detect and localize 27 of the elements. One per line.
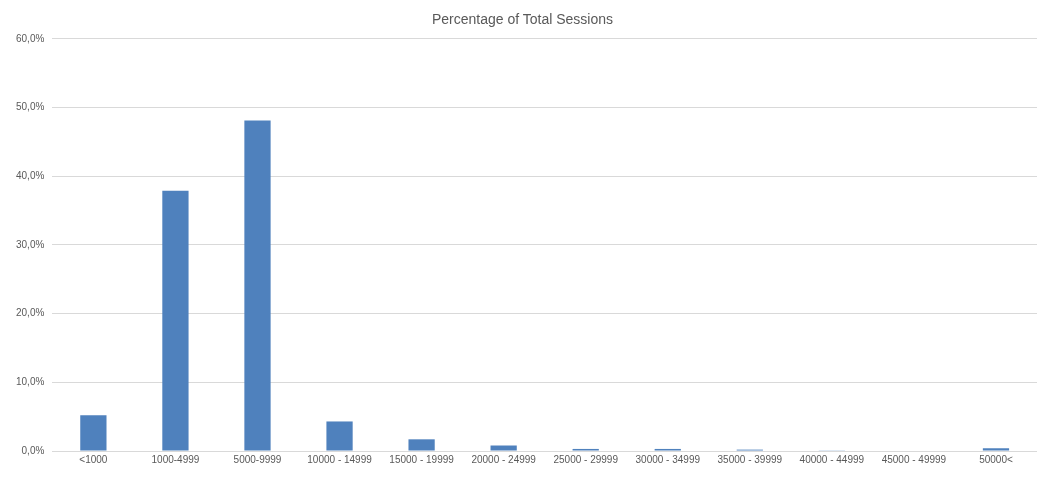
x-tick-label: 15000 - 19999	[389, 453, 455, 465]
y-tick-label: 40,0%	[16, 169, 45, 181]
y-tick-label: 20,0%	[16, 307, 45, 319]
bar	[162, 190, 189, 451]
x-tick-label: 1000-4999	[151, 453, 200, 465]
bar	[326, 421, 353, 451]
y-tick-label: 10,0%	[16, 376, 45, 388]
y-tick-label: 30,0%	[16, 238, 45, 250]
x-tick-label: 5000-9999	[233, 453, 282, 465]
x-tick-label: 30000 - 34999	[635, 453, 701, 465]
bar	[490, 445, 517, 451]
x-tick-label: <1000	[79, 453, 108, 465]
x-tick-label: 20000 - 24999	[471, 453, 537, 465]
y-tick-label: 60,0%	[16, 32, 45, 44]
bar	[408, 439, 435, 451]
bar	[982, 448, 1010, 451]
x-tick-label: 50000<	[979, 453, 1013, 465]
x-tick-label: 40000 - 44999	[799, 453, 865, 465]
x-tick-label: 25000 - 29999	[553, 453, 619, 465]
bar	[244, 120, 271, 451]
x-tick-label: 10000 - 14999	[307, 453, 373, 465]
x-tick-label: 35000 - 39999	[717, 453, 783, 465]
x-tick-label: 45000 - 49999	[881, 453, 947, 465]
y-tick-label: 50,0%	[16, 101, 45, 113]
bar	[80, 415, 107, 451]
chart-title: Percentage of Total Sessions	[431, 11, 614, 28]
y-tick-label: 0,0%	[21, 444, 45, 456]
